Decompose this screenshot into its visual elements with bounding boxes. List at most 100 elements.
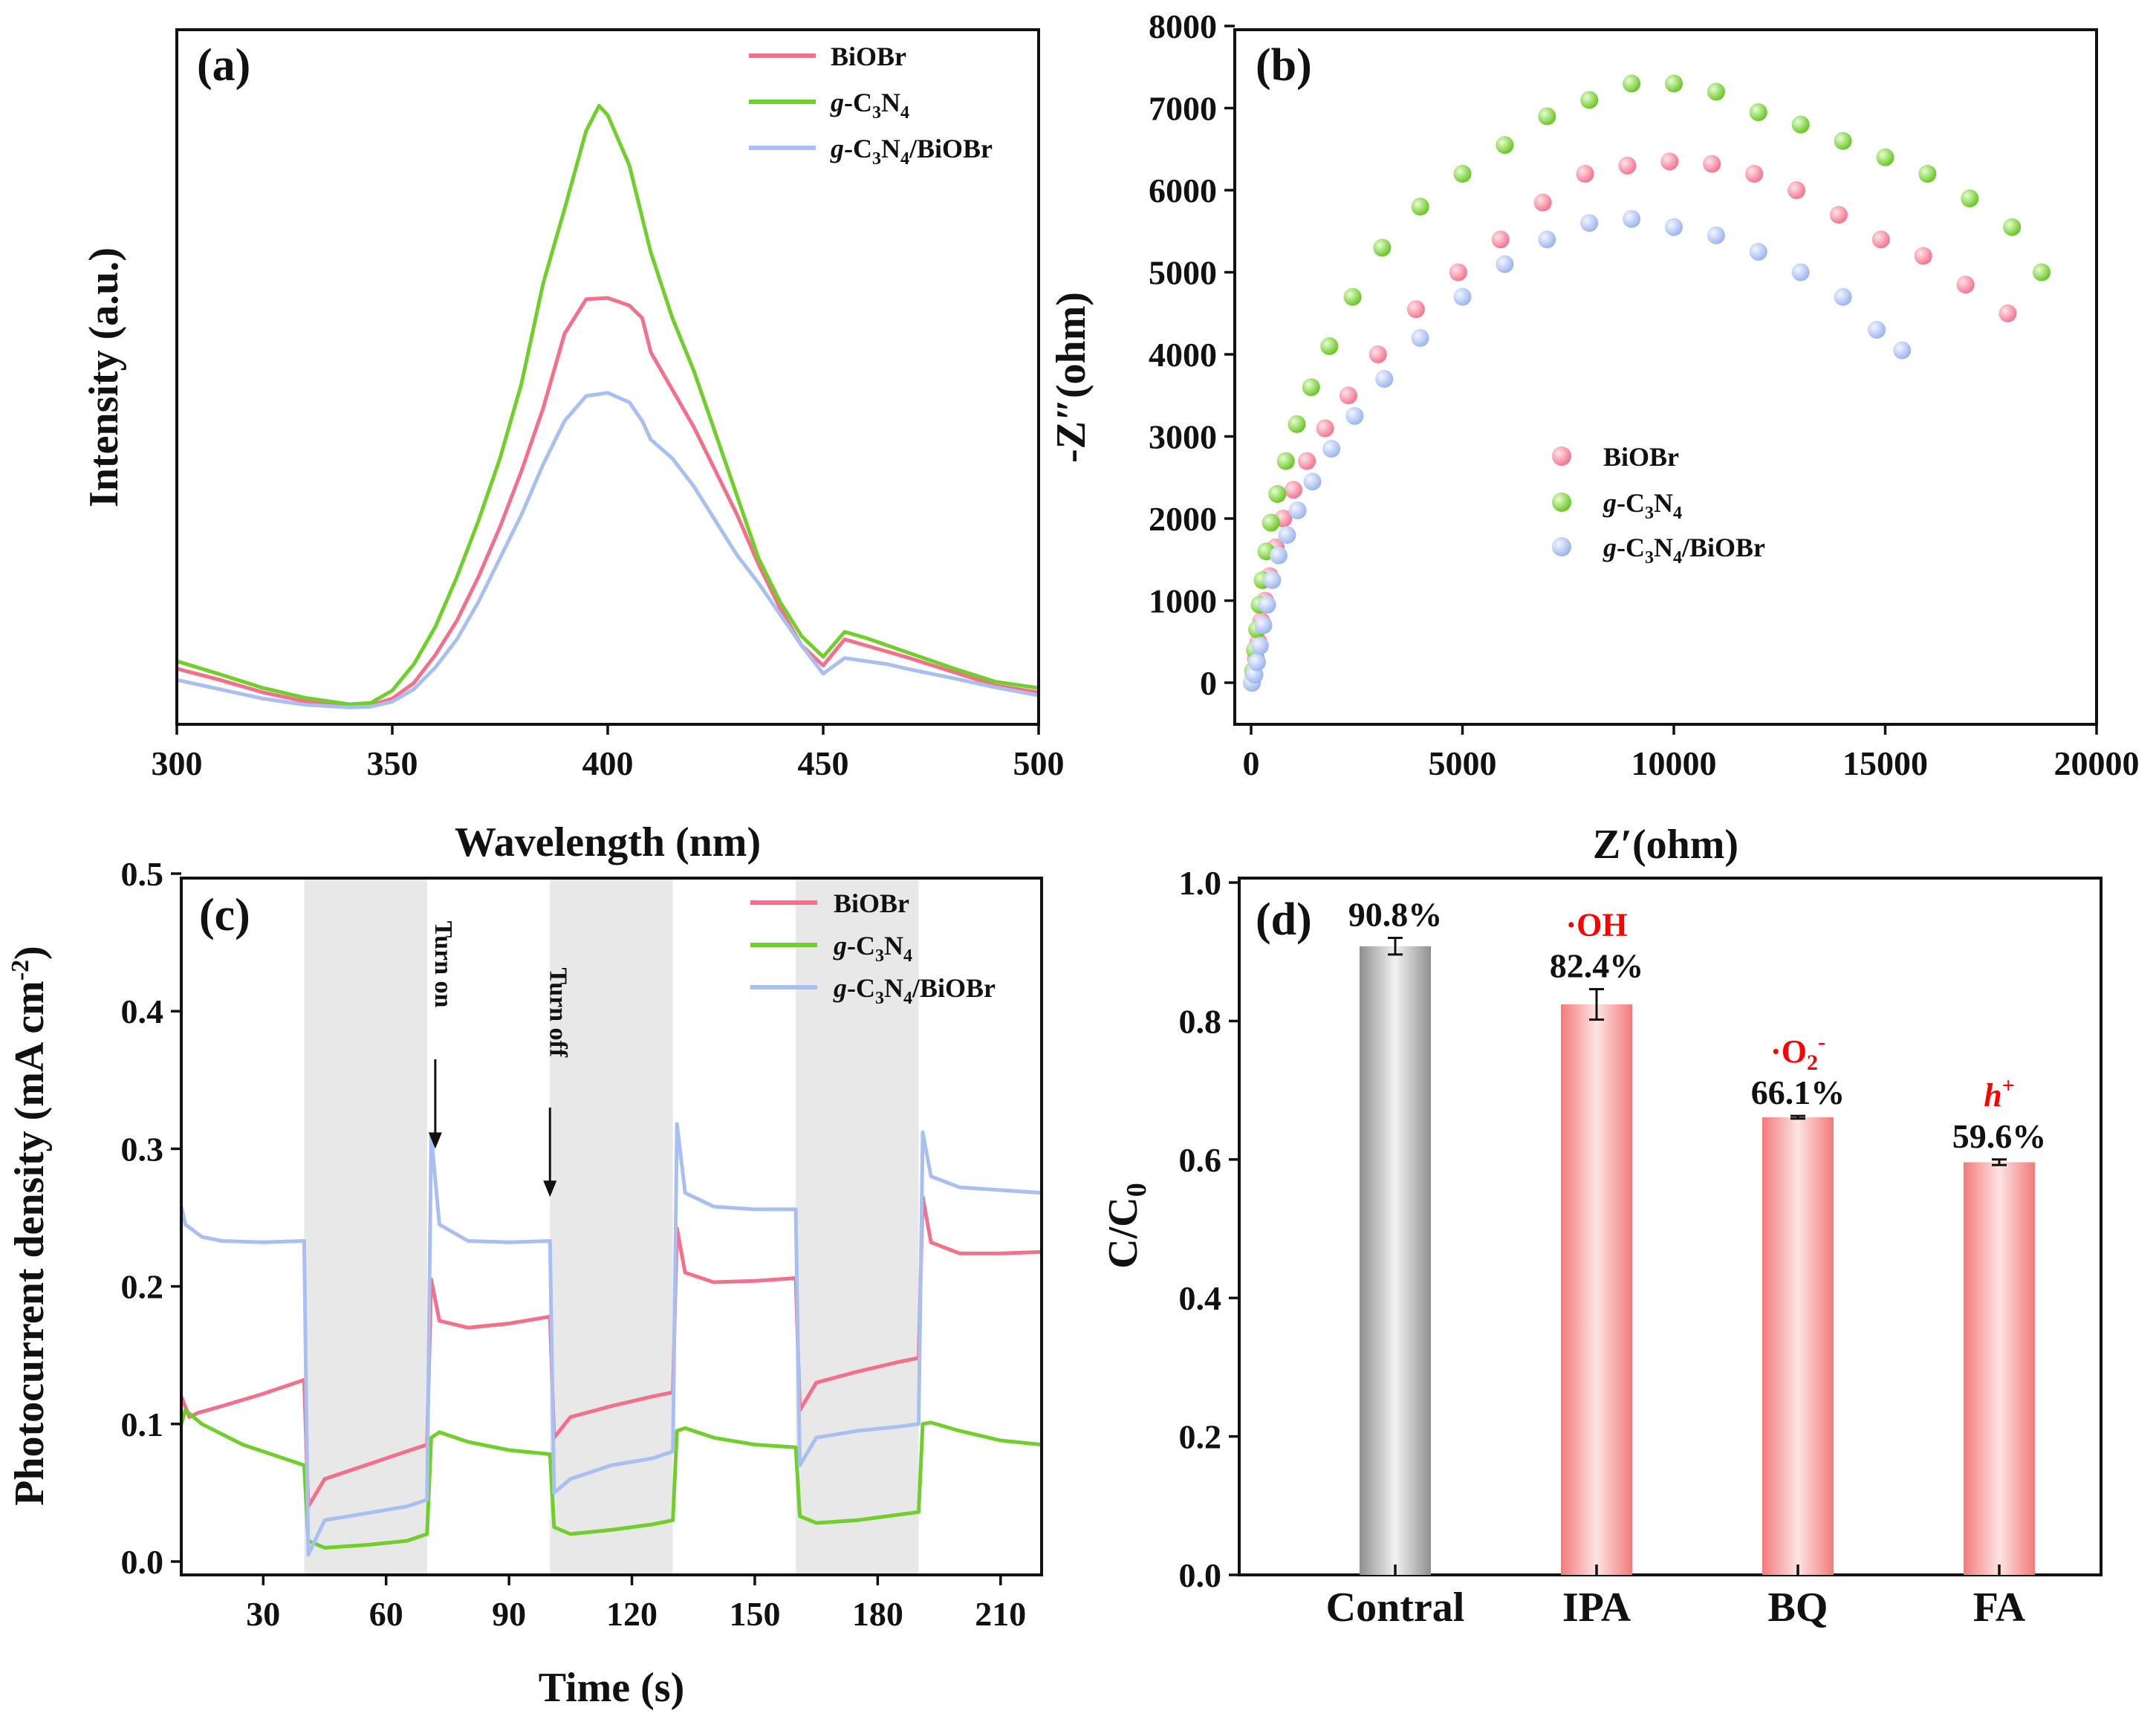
- point-gc3n4: [1276, 452, 1295, 470]
- panel-a-ylabel: Intensity (a.u.): [81, 247, 127, 507]
- value-label: 66.1%: [1751, 1073, 1845, 1111]
- panel-d-y-tick-label: 0.4: [1179, 1279, 1222, 1317]
- point-composite: [1250, 637, 1269, 655]
- point-gc3n4: [1707, 82, 1725, 101]
- point-gc3n4: [1961, 189, 1979, 207]
- scavenged-species-label: h+: [1984, 1073, 2015, 1114]
- panel-c-x-tick-label: 90: [492, 1595, 526, 1633]
- panel-c-x-tick-label: 180: [852, 1595, 903, 1633]
- panel-d-y-tick-label: 0.8: [1179, 1002, 1222, 1040]
- panel-d-scavenger-bars: 90.8% 82.4% ·OH 66.1%·O2- 59.6%h+ Contral IPA…: [1100, 864, 2103, 1631]
- panel-b-y-tick-label: 5000: [1149, 254, 1217, 292]
- panel-a-series: [176, 103, 1039, 709]
- panel-c-y-ticks: 0.0 0.1 0.2 0.3 0.4 0.5: [121, 855, 181, 1581]
- panel-d-x-ticks: Contral IPA BQ FA: [1326, 1565, 2026, 1631]
- point-biobr: [1660, 152, 1679, 171]
- point-composite: [1623, 209, 1641, 228]
- point-biobr: [1284, 481, 1302, 499]
- point-composite: [1893, 341, 1912, 360]
- panel-c-x-tick-label: 120: [606, 1595, 657, 1633]
- legend-marker-composite: [1552, 537, 1571, 556]
- point-biobr: [1533, 193, 1552, 212]
- legend-label-biobr: BiOBr: [1603, 442, 1679, 472]
- panel-c-label: (c): [199, 890, 250, 940]
- bar-bq: [1762, 1117, 1834, 1575]
- panel-c-y-tick-label: 0.4: [121, 992, 164, 1030]
- point-gc3n4: [1538, 107, 1556, 126]
- legend-label-gc3n4: g-C3N4: [1603, 488, 1682, 523]
- panel-d-y-ticks: 0.0 0.2 0.4 0.6 0.8 1.0: [1179, 864, 1239, 1594]
- panel-b-series: [1243, 74, 2051, 692]
- panel-c-x-tick-label: 30: [246, 1595, 280, 1633]
- point-gc3n4: [1834, 131, 1852, 150]
- scavenged-species-label: ·O2-: [1770, 1030, 1825, 1075]
- arrow-head: [428, 1132, 442, 1149]
- point-biobr: [1998, 304, 2017, 322]
- point-gc3n4: [1665, 74, 1683, 93]
- point-composite: [1707, 226, 1725, 244]
- point-composite: [1263, 571, 1282, 589]
- point-gc3n4: [2003, 218, 2022, 236]
- point-gc3n4: [1268, 484, 1287, 503]
- point-composite: [1791, 263, 1810, 282]
- point-composite: [1248, 653, 1266, 672]
- point-gc3n4: [1453, 164, 1472, 183]
- panel-b-legend: BiOBr g-C3N4 g-C3N4/BiOBr: [1552, 442, 1765, 568]
- point-biobr: [1829, 206, 1848, 224]
- panel-b-frame: [1233, 28, 2098, 726]
- point-composite: [1580, 214, 1599, 233]
- point-gc3n4: [1320, 337, 1339, 355]
- panel-c-frame: [180, 877, 1043, 1576]
- panel-c-dark-bands: [304, 878, 919, 1575]
- panel-b-y-tick-label: 0: [1200, 664, 1217, 702]
- panel-a-x-ticks: 300 350 400 450 500: [152, 724, 1065, 782]
- panel-b-nyquist: 0 5000 10000 15000 20000 0 1000 2000 3000 4000 50…: [1048, 7, 2140, 868]
- category-label: Contral: [1326, 1585, 1465, 1631]
- legend-marker-gc3n4: [1552, 493, 1571, 512]
- legend-marker-biobr: [1552, 446, 1571, 466]
- point-gc3n4: [1749, 103, 1767, 121]
- point-composite: [1270, 546, 1288, 565]
- panel-b-x-tick-label: 20000: [2054, 744, 2140, 782]
- panel-b-y-tick-label: 8000: [1149, 7, 1217, 45]
- panel-a-label: (a): [197, 40, 250, 91]
- panel-b-y-ticks: 0 1000 2000 3000 4000 5000 6000 7000 8000: [1149, 7, 1235, 702]
- panel-c-y-tick-label: 0.5: [121, 855, 164, 893]
- point-composite: [1278, 526, 1296, 545]
- bar-fa: [1964, 1162, 2035, 1575]
- point-biobr: [1618, 156, 1637, 175]
- panel-b-x-tick-label: 15000: [1842, 744, 1928, 782]
- panel-b-x-tick-label: 10000: [1631, 744, 1717, 782]
- panel-c-x-tick-label: 210: [975, 1595, 1026, 1633]
- dark-interval-band: [304, 878, 427, 1575]
- point-biobr: [1491, 230, 1510, 249]
- category-label: IPA: [1562, 1585, 1631, 1631]
- category-label: FA: [1973, 1585, 2026, 1631]
- panel-d-y-tick-label: 0.6: [1179, 1141, 1222, 1179]
- point-composite: [1834, 287, 1852, 306]
- point-gc3n4: [1580, 91, 1599, 109]
- point-gc3n4: [1262, 513, 1280, 532]
- panel-b-y-tick-label: 3000: [1149, 418, 1217, 456]
- panel-a-xlabel: Wavelength (nm): [455, 819, 761, 865]
- panel-a-legend: BiOBr g-C3N4 g-C3N4/BiOBr: [749, 42, 993, 169]
- arrow-head: [543, 1180, 557, 1198]
- point-biobr: [1298, 452, 1316, 470]
- panel-d-y-tick-label: 0.2: [1179, 1418, 1222, 1456]
- point-composite: [1322, 440, 1341, 458]
- panel-a-x-tick-label: 500: [1013, 744, 1065, 782]
- panel-d-y-tick-label: 0.0: [1179, 1556, 1222, 1594]
- panel-c-annotations: Turn on Turn off: [428, 921, 571, 1198]
- panel-b-ylabel: -Z″(ohm): [1048, 292, 1094, 463]
- point-gc3n4: [1343, 287, 1362, 306]
- panel-b-x-tick-label: 5000: [1429, 744, 1497, 782]
- panel-a-x-tick-label: 350: [367, 744, 418, 782]
- point-composite: [1453, 287, 1472, 306]
- panel-c-series: [179, 1122, 1042, 1557]
- point-composite: [1303, 472, 1322, 491]
- point-biobr: [1316, 419, 1334, 438]
- bar-ipa: [1561, 1004, 1632, 1575]
- point-composite: [1345, 406, 1364, 425]
- value-label: 82.4%: [1550, 947, 1644, 985]
- point-biobr: [1788, 181, 1805, 199]
